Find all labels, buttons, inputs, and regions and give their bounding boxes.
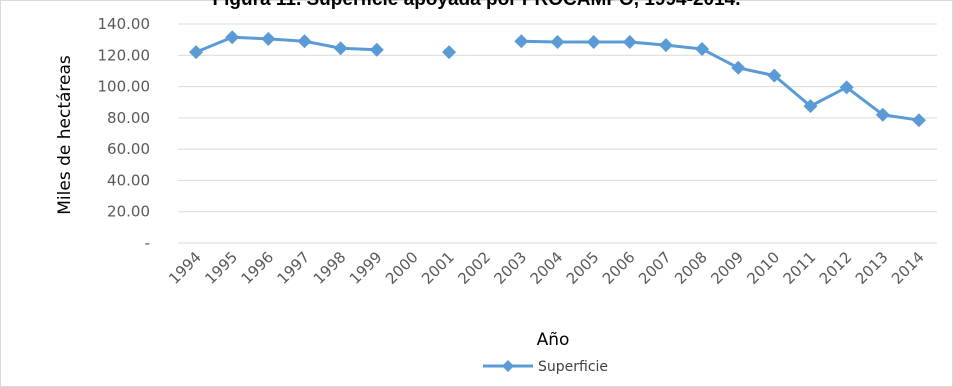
x-tick-label: 2011 — [780, 248, 820, 288]
data-point-1997 — [297, 34, 312, 49]
x-tick-label: 2005 — [563, 248, 603, 288]
x-tick-label: 2003 — [490, 248, 530, 288]
data-point-2007 — [658, 38, 673, 53]
data-point-2005 — [586, 34, 601, 49]
data-point-2011 — [803, 99, 818, 114]
chart-title: Figura 11. Superficie apoyada por PROCAM… — [0, 0, 953, 11]
data-point-2010 — [767, 68, 782, 83]
data-point-2013 — [875, 107, 890, 122]
legend-label: Superficie — [538, 359, 608, 375]
x-tick-label: 2010 — [743, 248, 783, 288]
y-tick-label: 100.00 — [98, 78, 151, 96]
y-tick-label: 60.00 — [107, 140, 150, 158]
x-tick-labels: 1994199519961997199819992000200120022003… — [165, 248, 928, 288]
data-point-2001 — [442, 45, 457, 60]
x-tick-label: 1994 — [165, 248, 205, 288]
data-point-2008 — [695, 42, 710, 57]
data-point-2006 — [622, 34, 637, 49]
data-point-1996 — [261, 31, 276, 46]
x-tick-label: 2009 — [707, 248, 747, 288]
y-tick-label: - — [145, 234, 150, 252]
series-line — [195, 35, 377, 54]
data-point-1999 — [369, 42, 384, 57]
x-tick-label: 1999 — [346, 248, 386, 288]
data-point-1998 — [333, 41, 348, 56]
x-tick-label: 1995 — [201, 248, 241, 288]
x-axis-title: Año — [537, 330, 570, 350]
x-tick-label: 1997 — [274, 248, 314, 288]
data-point-2009 — [731, 60, 746, 75]
legend-diamond-marker — [502, 360, 514, 372]
data-point-1994 — [189, 45, 204, 60]
data-point-2003 — [514, 34, 529, 49]
x-tick-label: 2002 — [454, 248, 494, 288]
x-tick-label: 2007 — [635, 248, 675, 288]
x-tick-label: 2004 — [527, 248, 567, 288]
data-point-2012 — [839, 80, 854, 95]
y-tick-label: 140.00 — [98, 15, 151, 33]
y-axis-title: Miles de hectáreas — [55, 55, 75, 215]
x-tick-label: 1998 — [310, 248, 350, 288]
y-tick-labels: - 20.00 40.00 60.00 80.00 100.00 120.00 140.00 — [98, 15, 151, 252]
x-tick-label: 2000 — [382, 248, 422, 288]
data-point-1995 — [225, 30, 240, 45]
x-tick-label: 2014 — [888, 248, 928, 288]
gridlines — [178, 23, 937, 244]
y-tick-label: 20.00 — [107, 203, 150, 221]
x-tick-label: 2006 — [599, 248, 639, 288]
x-tick-label: 2001 — [418, 248, 458, 288]
y-tick-label: 120.00 — [98, 46, 151, 64]
data-point-2004 — [550, 34, 565, 49]
series-line — [521, 39, 920, 122]
y-tick-label: 40.00 — [107, 171, 150, 189]
x-tick-label: 1996 — [237, 248, 277, 288]
series-layer — [189, 30, 926, 128]
x-tick-label: 2013 — [852, 248, 892, 288]
x-tick-label: 2012 — [816, 248, 856, 288]
legend: Superficie — [483, 359, 608, 375]
data-point-2014 — [911, 113, 926, 128]
y-tick-label: 80.00 — [107, 109, 150, 127]
x-tick-label: 2008 — [671, 248, 711, 288]
